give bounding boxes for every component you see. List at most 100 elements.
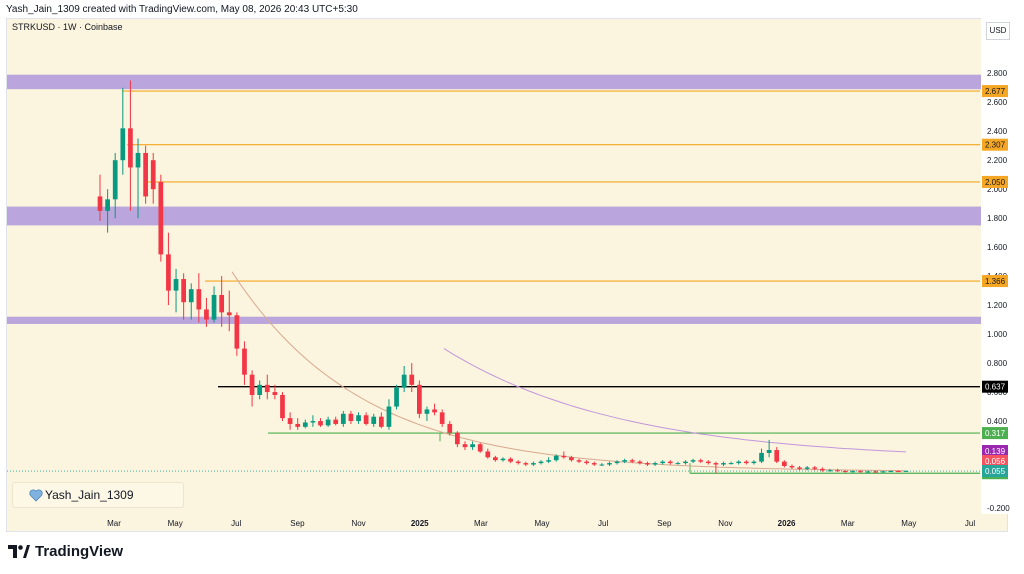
candle-body xyxy=(424,409,430,414)
candle-body xyxy=(356,415,361,422)
candle-body xyxy=(112,160,118,200)
candle-body xyxy=(728,463,734,465)
price-tag xyxy=(982,455,1008,467)
candle-body xyxy=(584,461,589,464)
currency-button[interactable]: USD xyxy=(986,22,1010,40)
level-tag xyxy=(982,380,1008,393)
candle-body xyxy=(576,460,582,462)
candle-body xyxy=(607,463,612,465)
candle-body xyxy=(150,160,156,190)
candle-body xyxy=(158,181,164,255)
y-tick-label: 2.200 xyxy=(987,156,1008,165)
zone-band xyxy=(7,74,981,90)
y-tick-label: 0.800 xyxy=(987,359,1008,368)
candle-body xyxy=(835,470,840,472)
candle-body xyxy=(219,294,225,313)
candle-body xyxy=(538,461,544,464)
candle-body xyxy=(363,415,369,424)
candle-body xyxy=(401,374,407,388)
x-tick-label: May xyxy=(901,519,916,528)
price-tag-label: 0.055 xyxy=(985,467,1006,476)
candle-body xyxy=(652,463,658,465)
level-tag-label: 0.637 xyxy=(985,383,1006,392)
x-tick-label: Mar xyxy=(841,519,855,528)
x-tick-label: 2025 xyxy=(411,519,429,528)
candle-body xyxy=(325,419,331,426)
candle-body xyxy=(371,416,377,424)
candle-body xyxy=(409,374,415,385)
candle-body xyxy=(280,394,285,419)
candle-body xyxy=(287,418,293,424)
candle-body xyxy=(302,422,308,427)
candle-body xyxy=(751,461,757,464)
level-tag xyxy=(982,138,1008,151)
candle-body xyxy=(105,199,110,211)
candle-body xyxy=(858,471,863,473)
candle-body xyxy=(591,463,597,465)
x-tick-label: Nov xyxy=(718,519,732,528)
candle-body xyxy=(690,460,696,462)
price-tag xyxy=(982,445,1008,457)
candle-body xyxy=(439,412,445,424)
candle-body xyxy=(386,406,392,427)
candle-body xyxy=(667,461,673,464)
x-tick-label: Sep xyxy=(657,519,672,528)
candle-body xyxy=(546,460,551,462)
candle-body xyxy=(515,461,521,464)
candle-body xyxy=(470,444,475,448)
candle-body xyxy=(569,457,574,461)
candle-body xyxy=(394,387,399,407)
candle-body xyxy=(340,413,346,424)
candle-body xyxy=(196,289,202,310)
candle-body xyxy=(698,460,704,462)
candle-body xyxy=(850,471,856,473)
y-tick-label: -0.200 xyxy=(987,504,1010,513)
y-tick-label: 1.600 xyxy=(987,243,1008,252)
candle-body xyxy=(226,312,232,316)
candle-body xyxy=(629,460,635,462)
ema-fast-line xyxy=(231,271,905,472)
candle-body xyxy=(166,254,171,291)
candle-body xyxy=(553,455,559,461)
price-tag xyxy=(982,465,1008,477)
candle-body xyxy=(865,471,871,473)
level-tag-label: 2.050 xyxy=(985,178,1006,187)
candle-body xyxy=(234,315,240,349)
price-tag-label: 0.056 xyxy=(985,457,1006,466)
candle-body xyxy=(827,470,833,472)
zone-band xyxy=(7,316,981,324)
candle-body xyxy=(812,467,818,469)
symbol-legend[interactable]: STRKUSD · 1W · Coinbase xyxy=(12,22,123,32)
candle-body xyxy=(903,470,909,472)
candle-body xyxy=(378,416,384,427)
candle-body xyxy=(660,461,666,464)
footer-brand: TradingView xyxy=(35,543,124,560)
candle-body xyxy=(820,468,825,471)
candle-body xyxy=(272,392,278,395)
y-tick-label: 2.400 xyxy=(987,127,1008,136)
candle-body xyxy=(135,152,141,168)
y-tick-label: 2.000 xyxy=(987,185,1008,194)
candle-body xyxy=(683,461,688,464)
x-tick-label: Jul xyxy=(965,519,975,528)
candle-body xyxy=(173,279,179,291)
candle-body xyxy=(531,463,536,465)
candle-body xyxy=(721,463,726,465)
candle-body xyxy=(211,294,217,320)
candle-body xyxy=(249,374,255,395)
level-tag xyxy=(982,427,1008,440)
candle-body xyxy=(614,461,620,464)
candle-body xyxy=(523,463,529,465)
candle-body xyxy=(432,409,437,413)
tradingview-logo[interactable]: TradingView xyxy=(8,543,123,560)
candle-body xyxy=(675,463,681,465)
candle-body xyxy=(417,384,422,414)
candle-body xyxy=(622,460,628,462)
level-tag-label: 1.366 xyxy=(985,277,1006,286)
candle-body xyxy=(333,419,339,424)
candle-body xyxy=(508,458,513,462)
candle-body xyxy=(318,421,323,426)
candle-body xyxy=(759,452,764,462)
candle-body xyxy=(789,465,795,468)
